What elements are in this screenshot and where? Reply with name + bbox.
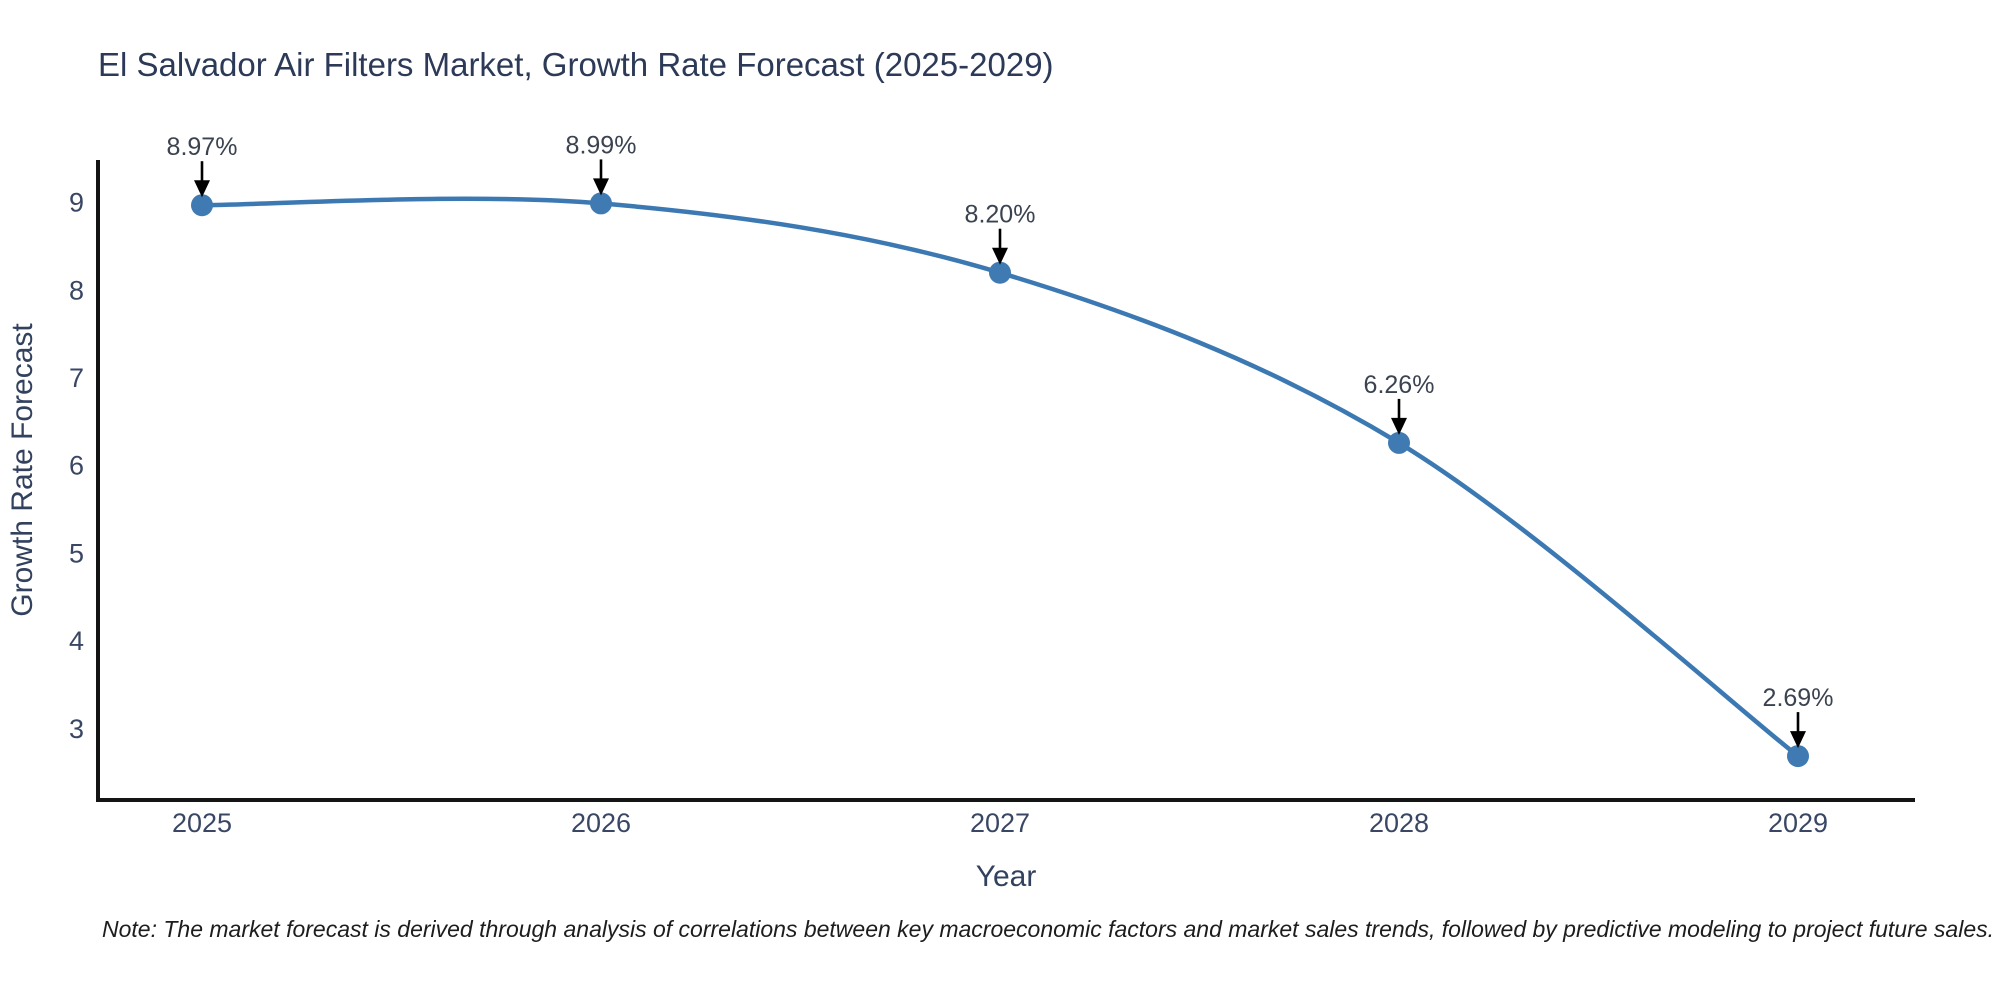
annotation-value-label: 6.26% — [1364, 371, 1435, 399]
x-tick-label: 2027 — [970, 808, 1030, 838]
y-axis-label: Growth Rate Forecast — [6, 323, 39, 617]
annotation-value-label: 8.97% — [167, 133, 238, 161]
annotation-arrowhead-icon — [593, 178, 609, 196]
forecast-series — [191, 192, 1809, 768]
y-tick-label: 5 — [69, 538, 84, 568]
annotation-value-label: 2.69% — [1763, 684, 1834, 712]
y-tick-label: 3 — [69, 714, 84, 744]
annotation-arrowhead-icon — [1790, 731, 1806, 749]
x-tick-label: 2025 — [172, 808, 232, 838]
annotation-value-label: 8.99% — [566, 131, 637, 159]
data-point-marker — [191, 194, 213, 217]
x-tick-label: 2028 — [1369, 808, 1429, 838]
data-point-marker — [590, 192, 612, 215]
data-point-marker — [1388, 431, 1410, 454]
data-point-marker — [1787, 745, 1809, 768]
chart-title: El Salvador Air Filters Market, Growth R… — [98, 46, 1054, 83]
x-tick-labels: 2025 2026 2027 2028 2029 — [172, 808, 1828, 838]
x-tick-label: 2029 — [1768, 808, 1828, 838]
annotation-value-label: 8.20% — [965, 201, 1036, 229]
annotation-arrowhead-icon — [992, 247, 1008, 265]
y-tick-label: 8 — [69, 275, 84, 305]
x-tick-label: 2026 — [571, 808, 631, 838]
y-tick-label: 9 — [69, 188, 84, 218]
y-tick-label: 4 — [69, 626, 84, 656]
annotation-arrowhead-icon — [194, 180, 210, 198]
y-tick-label: 6 — [69, 451, 84, 481]
x-axis-label: Year — [976, 860, 1037, 893]
point-annotations: 8.97% 8.99% 8.20% 6.26% 2.69% — [167, 131, 1834, 749]
data-point-marker — [989, 261, 1011, 284]
y-tick-label: 7 — [69, 363, 84, 393]
annotation-arrowhead-icon — [1391, 417, 1407, 435]
y-tick-labels: 3 4 5 6 7 8 9 — [69, 188, 84, 744]
footnote: Note: The market forecast is derived thr… — [102, 916, 1995, 942]
